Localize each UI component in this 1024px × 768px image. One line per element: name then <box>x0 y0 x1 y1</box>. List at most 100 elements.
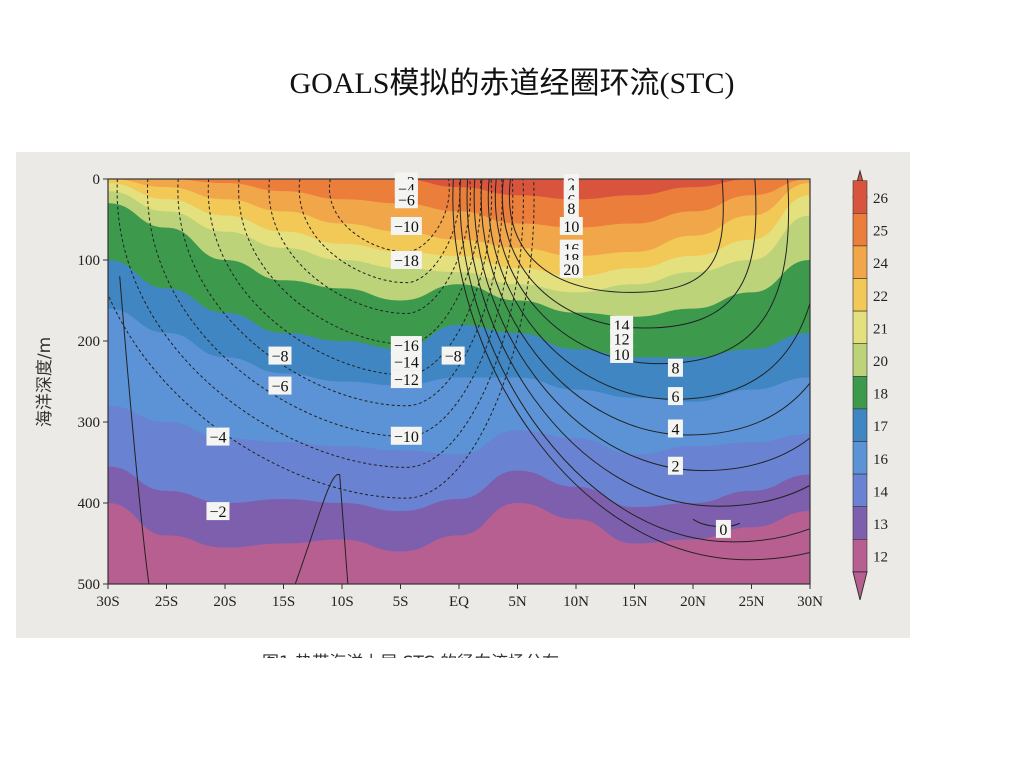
colorbar-swatch <box>852 212 868 247</box>
y-tick-label: 300 <box>78 415 101 431</box>
negative-contour <box>108 179 535 499</box>
y-axis: 0 100 200 300 400 500 <box>78 172 108 593</box>
contour-label-box <box>390 251 422 269</box>
contour-label-box <box>206 427 230 446</box>
y-tick-label: 400 <box>78 496 101 512</box>
negative-contour <box>147 179 514 438</box>
positive-contour <box>473 179 810 472</box>
y-axis-label: 海洋深度/m <box>35 337 55 427</box>
contour-label-box <box>715 519 731 538</box>
contour-label: 10 <box>614 347 630 364</box>
negative-contour <box>116 179 524 468</box>
colorbar-swatch <box>852 473 868 508</box>
contour-label: 4 <box>671 421 679 438</box>
contour-label-box <box>390 216 422 235</box>
x-tick-label: 15N <box>622 594 648 610</box>
contour-label-box <box>559 216 583 235</box>
x-axis: 30S 25S 20S 15S 10S 5S EQ 5N 10N 15N 20N 25N 30N <box>96 584 823 610</box>
contour-label-box <box>390 426 422 445</box>
x-tick-label: 30N <box>797 594 823 610</box>
negative-contour <box>207 179 493 376</box>
colorbar-swatch <box>852 376 868 410</box>
contour-label-box <box>394 190 418 209</box>
colorbar-label: 25 <box>873 224 888 240</box>
contour-label-box <box>268 376 292 395</box>
positive-contour <box>452 179 810 561</box>
positive-contour <box>494 179 790 365</box>
figure-caption: 图1 热带海洋上层 STC 的径向流场分布 <box>262 648 672 658</box>
x-tick-label: 5S <box>393 594 409 610</box>
contour-label-box <box>559 259 583 278</box>
contour-label: −4 <box>209 430 226 447</box>
contour-label-box <box>610 344 634 363</box>
contour-label-box <box>390 370 422 389</box>
contour-label-box <box>610 329 634 348</box>
x-tick-label: 10S <box>330 594 353 610</box>
colorbar-swatch <box>852 245 868 279</box>
contour-label: −8 <box>271 349 288 366</box>
contour-label: 8 <box>671 361 679 378</box>
zero-contour <box>119 276 150 584</box>
y-tick-label: 200 <box>78 334 101 350</box>
zero-contour <box>294 474 349 584</box>
contour-label: −6 <box>398 192 415 209</box>
colorbar-swatch <box>852 278 868 312</box>
colorbar-swatch <box>852 538 868 573</box>
negative-contour <box>268 179 471 314</box>
contour-label-box <box>206 502 230 521</box>
contour-label-box <box>390 336 422 355</box>
contour-label: −16 <box>394 338 419 355</box>
contour-label-box <box>268 346 292 365</box>
y-tick-label: 0 <box>93 172 101 188</box>
colorbar-label: 17 <box>873 419 889 435</box>
scanned-figure: 30S 25S 20S 15S 10S 5S EQ 5N 10N 15N 20N 25N 30N 0 10… <box>16 152 910 638</box>
contour-label: 8 <box>567 201 575 218</box>
y-tick-label: 100 <box>78 253 101 269</box>
contour-label-box <box>441 346 465 365</box>
colorbar-label: 18 <box>873 387 888 403</box>
x-tick-label: 25S <box>155 594 178 610</box>
contour-label-box <box>667 387 683 406</box>
negative-contour <box>328 179 450 253</box>
contour-labels: −2−4−6−10−18−8−6−16−14−12−8−4−10−2246810… <box>206 172 731 539</box>
colorbar-label: 12 <box>873 550 888 566</box>
x-tick-label: 10N <box>563 594 589 610</box>
x-tick-label: 25N <box>739 594 765 610</box>
colorbar-swatch <box>852 310 868 345</box>
contour-label-box <box>610 315 634 334</box>
contour-label-box <box>667 419 683 438</box>
y-tick-label: 500 <box>78 577 101 593</box>
contour-label: 20 <box>563 262 579 279</box>
positive-contour <box>508 179 724 293</box>
positive-contour <box>480 179 810 436</box>
negative-contour <box>177 179 503 407</box>
contour-label: −12 <box>394 372 419 389</box>
contour-label: −8 <box>445 349 462 366</box>
colorbar-swatch <box>852 343 868 377</box>
x-tick-label: 30S <box>96 594 119 610</box>
streamfunction-contours <box>108 179 810 584</box>
colorbar-label: 26 <box>873 191 889 207</box>
contour-label: 0 <box>719 522 727 539</box>
contour-label: −2 <box>209 504 226 521</box>
x-tick-label: 5N <box>508 594 527 610</box>
x-tick-label: 20S <box>213 594 236 610</box>
contour-label-box <box>563 199 579 218</box>
contour-label-box <box>390 352 422 371</box>
colorbar-label: 21 <box>873 321 888 337</box>
positive-contour <box>459 179 810 543</box>
contour-label: −14 <box>394 354 419 371</box>
x-tick-label: 20N <box>680 594 706 610</box>
colorbar-swatch <box>852 180 868 214</box>
slide-title: GOALS模拟的赤道经圈环流(STC) <box>289 67 735 100</box>
contour-chart: 30S 25S 20S 15S 10S 5S EQ 5N 10N 15N 20N 25N 30N 0 10… <box>35 169 889 610</box>
contour-label: 12 <box>614 332 630 349</box>
positive-contour <box>466 179 810 507</box>
colorbar-swatch <box>852 408 868 442</box>
contour-label: 6 <box>671 389 679 406</box>
x-tick-label: 15S <box>272 594 295 610</box>
contour-label: −18 <box>394 253 419 270</box>
contour-label: 2 <box>671 459 679 476</box>
colorbar-bottom-arrow <box>852 571 868 601</box>
colorbar: 26 25 24 22 21 20 18 17 16 14 13 12 <box>852 169 889 601</box>
